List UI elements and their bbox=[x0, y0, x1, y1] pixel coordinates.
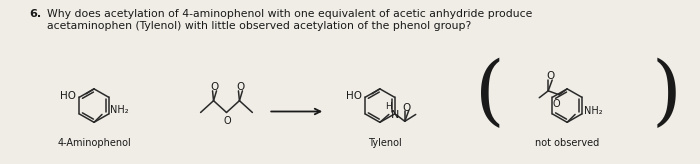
Text: H: H bbox=[386, 102, 392, 112]
Text: acetaminophen (Tylenol) with little observed acetylation of the phenol group?: acetaminophen (Tylenol) with little obse… bbox=[47, 21, 472, 31]
Text: 6.: 6. bbox=[29, 9, 41, 19]
Text: O: O bbox=[237, 82, 244, 92]
Text: ): ) bbox=[652, 58, 682, 132]
Text: O: O bbox=[552, 99, 560, 109]
Text: O: O bbox=[546, 71, 554, 81]
Text: O: O bbox=[402, 102, 411, 113]
Text: 4-Aminophenol: 4-Aminophenol bbox=[57, 138, 131, 148]
Text: O: O bbox=[224, 116, 231, 126]
Text: N: N bbox=[391, 110, 399, 120]
Text: NH₂: NH₂ bbox=[584, 105, 603, 115]
Text: not observed: not observed bbox=[535, 138, 599, 148]
Text: Tylenol: Tylenol bbox=[368, 138, 402, 148]
Text: O: O bbox=[211, 82, 218, 92]
Text: Why does acetylation of 4-aminophenol with one equivalent of acetic anhydride pr: Why does acetylation of 4-aminophenol wi… bbox=[47, 9, 533, 19]
Text: HO: HO bbox=[60, 91, 76, 101]
Text: (: ( bbox=[475, 58, 504, 132]
Text: NH₂: NH₂ bbox=[110, 104, 129, 114]
Text: HO: HO bbox=[346, 91, 362, 101]
